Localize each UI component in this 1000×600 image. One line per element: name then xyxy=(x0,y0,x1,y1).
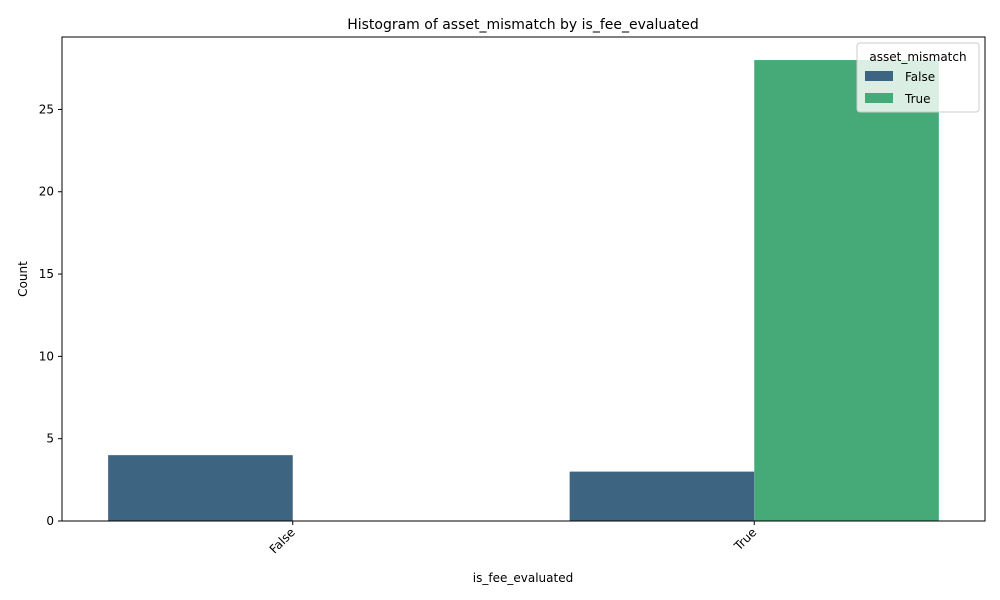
y-tick-label: 5 xyxy=(46,432,54,446)
legend-label-false: False xyxy=(905,70,935,84)
x-axis-label: is_fee_evaluated xyxy=(473,571,573,585)
bars-layer xyxy=(108,60,939,522)
chart-title: Histogram of asset_mismatch by is_fee_ev… xyxy=(347,17,699,33)
legend-swatch-true xyxy=(865,93,893,103)
legend-title: asset_mismatch xyxy=(869,50,966,64)
x-tick-label: True xyxy=(731,525,760,554)
y-tick-label: 0 xyxy=(46,514,54,528)
legend: asset_mismatch False True xyxy=(856,42,980,113)
y-tick-label: 20 xyxy=(39,185,54,199)
plot-frame xyxy=(61,36,986,522)
y-tick-label: 10 xyxy=(39,349,54,363)
legend-swatch-false xyxy=(865,71,893,81)
y-axis: 0 5 10 15 20 25 xyxy=(39,102,62,528)
y-tick-label: 25 xyxy=(39,102,54,116)
y-axis-label: Count xyxy=(16,261,30,297)
bar-true-false xyxy=(569,471,755,521)
x-axis: False True xyxy=(267,521,760,556)
bar-false-false xyxy=(108,455,293,521)
y-tick-label: 15 xyxy=(39,267,54,281)
legend-label-true: True xyxy=(904,92,931,106)
bar-true-true xyxy=(754,60,939,522)
x-tick-label: False xyxy=(267,525,298,556)
